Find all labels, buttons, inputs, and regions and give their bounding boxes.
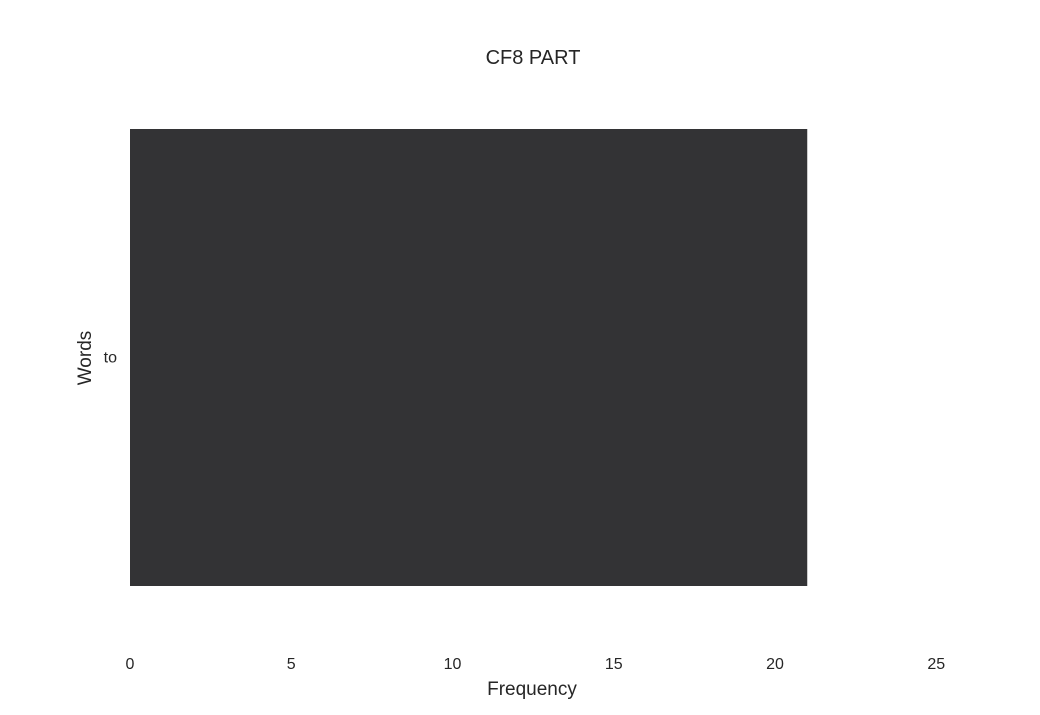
bar-to (130, 129, 808, 586)
x-tick-label: 10 (444, 656, 462, 673)
y-tick-labels: to (104, 350, 117, 367)
bars-group (130, 129, 808, 586)
x-tick-label: 5 (287, 656, 296, 673)
x-tick-labels: 0 5 10 15 20 25 (126, 656, 946, 673)
x-tick-label: 0 (126, 656, 135, 673)
chart-title: CF8 PART (486, 47, 581, 69)
x-tick-label: 25 (927, 656, 945, 673)
x-tick-label: 20 (766, 656, 784, 673)
y-axis-label: Words (75, 331, 96, 386)
y-tick-label: to (104, 350, 117, 367)
x-tick-label: 15 (605, 656, 623, 673)
x-axis-label: Frequency (487, 679, 577, 700)
